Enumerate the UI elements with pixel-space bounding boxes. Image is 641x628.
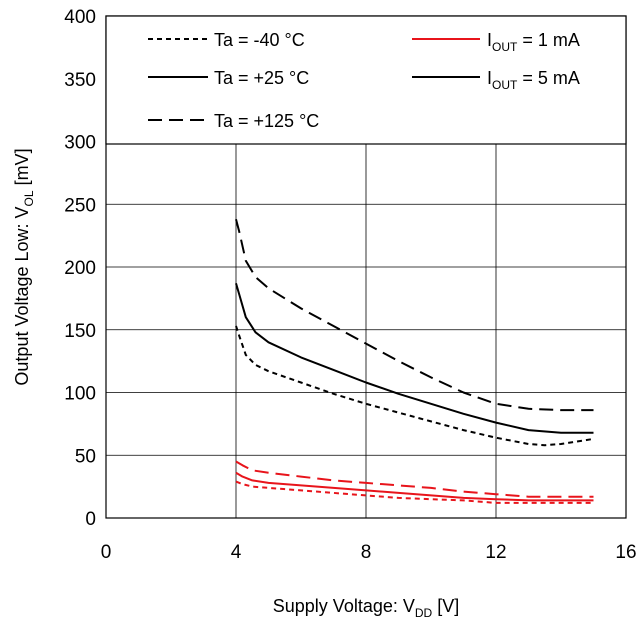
x-axis-title-unit: [V] [432,596,459,616]
legend-label-iout-5ma: IOUT = 5 mA [487,68,580,92]
y-tick-label: 400 [64,7,96,28]
x-tick-label: 8 [361,542,372,563]
x-axis-title-sub: DD [415,606,433,620]
y-axis-title: Output Voltage Low: VOL [mV] [12,148,36,385]
series-line-1 [235,471,594,502]
legend-label-iout-1ma: IOUT = 1 mA [487,30,580,54]
x-tick-label: 12 [485,542,506,563]
y-tick-label: 250 [64,195,96,216]
y-axis-title-main: Output Voltage Low: V [12,206,32,385]
x-tick-label: 4 [231,542,242,563]
tick-labels: 0 50 100 150 200 250 300 350 400 0 4 8 12 16 [64,7,636,563]
y-tick-label: 200 [64,258,96,279]
legend-iout-5ma-suffix: = 5 mA [517,68,580,88]
legend-box [105,15,627,145]
legend-iout-1ma-sub: OUT [492,40,518,54]
x-axis-title: Supply Voltage: VDD [V] [273,596,459,620]
series-line-5 [235,219,594,412]
y-tick-label: 300 [64,133,96,154]
series-line-2 [235,460,594,498]
x-axis-title-main: Supply Voltage: V [273,596,415,616]
y-axis-title-unit: [mV] [12,148,32,190]
legend-iout-5ma-prefix: I [487,68,492,88]
legend: Ta = -40 °C Ta = +25 °C Ta = +125 °C IOU… [105,15,627,145]
x-tick-label: 0 [101,542,112,563]
series-line-4 [235,283,594,434]
x-tick-label: 16 [615,542,636,563]
legend-label-ta-plus125: Ta = +125 °C [214,111,319,131]
legend-iout-5ma-sub: OUT [492,78,518,92]
y-tick-label: 350 [64,70,96,91]
y-tick-label: 150 [64,321,96,342]
legend-iout-1ma-prefix: I [487,30,492,50]
y-axis-title-sub: OL [22,190,36,206]
y-tick-label: 50 [75,446,96,467]
legend-label-ta-minus40: Ta = -40 °C [214,30,305,50]
legend-iout-1ma-suffix: = 1 mA [517,30,580,50]
y-tick-label: 100 [64,384,96,405]
series-group [235,219,594,504]
y-tick-label: 0 [85,509,96,530]
legend-label-ta-plus25: Ta = +25 °C [214,68,309,88]
series-line-3 [235,325,594,447]
series-line-0 [235,480,594,504]
